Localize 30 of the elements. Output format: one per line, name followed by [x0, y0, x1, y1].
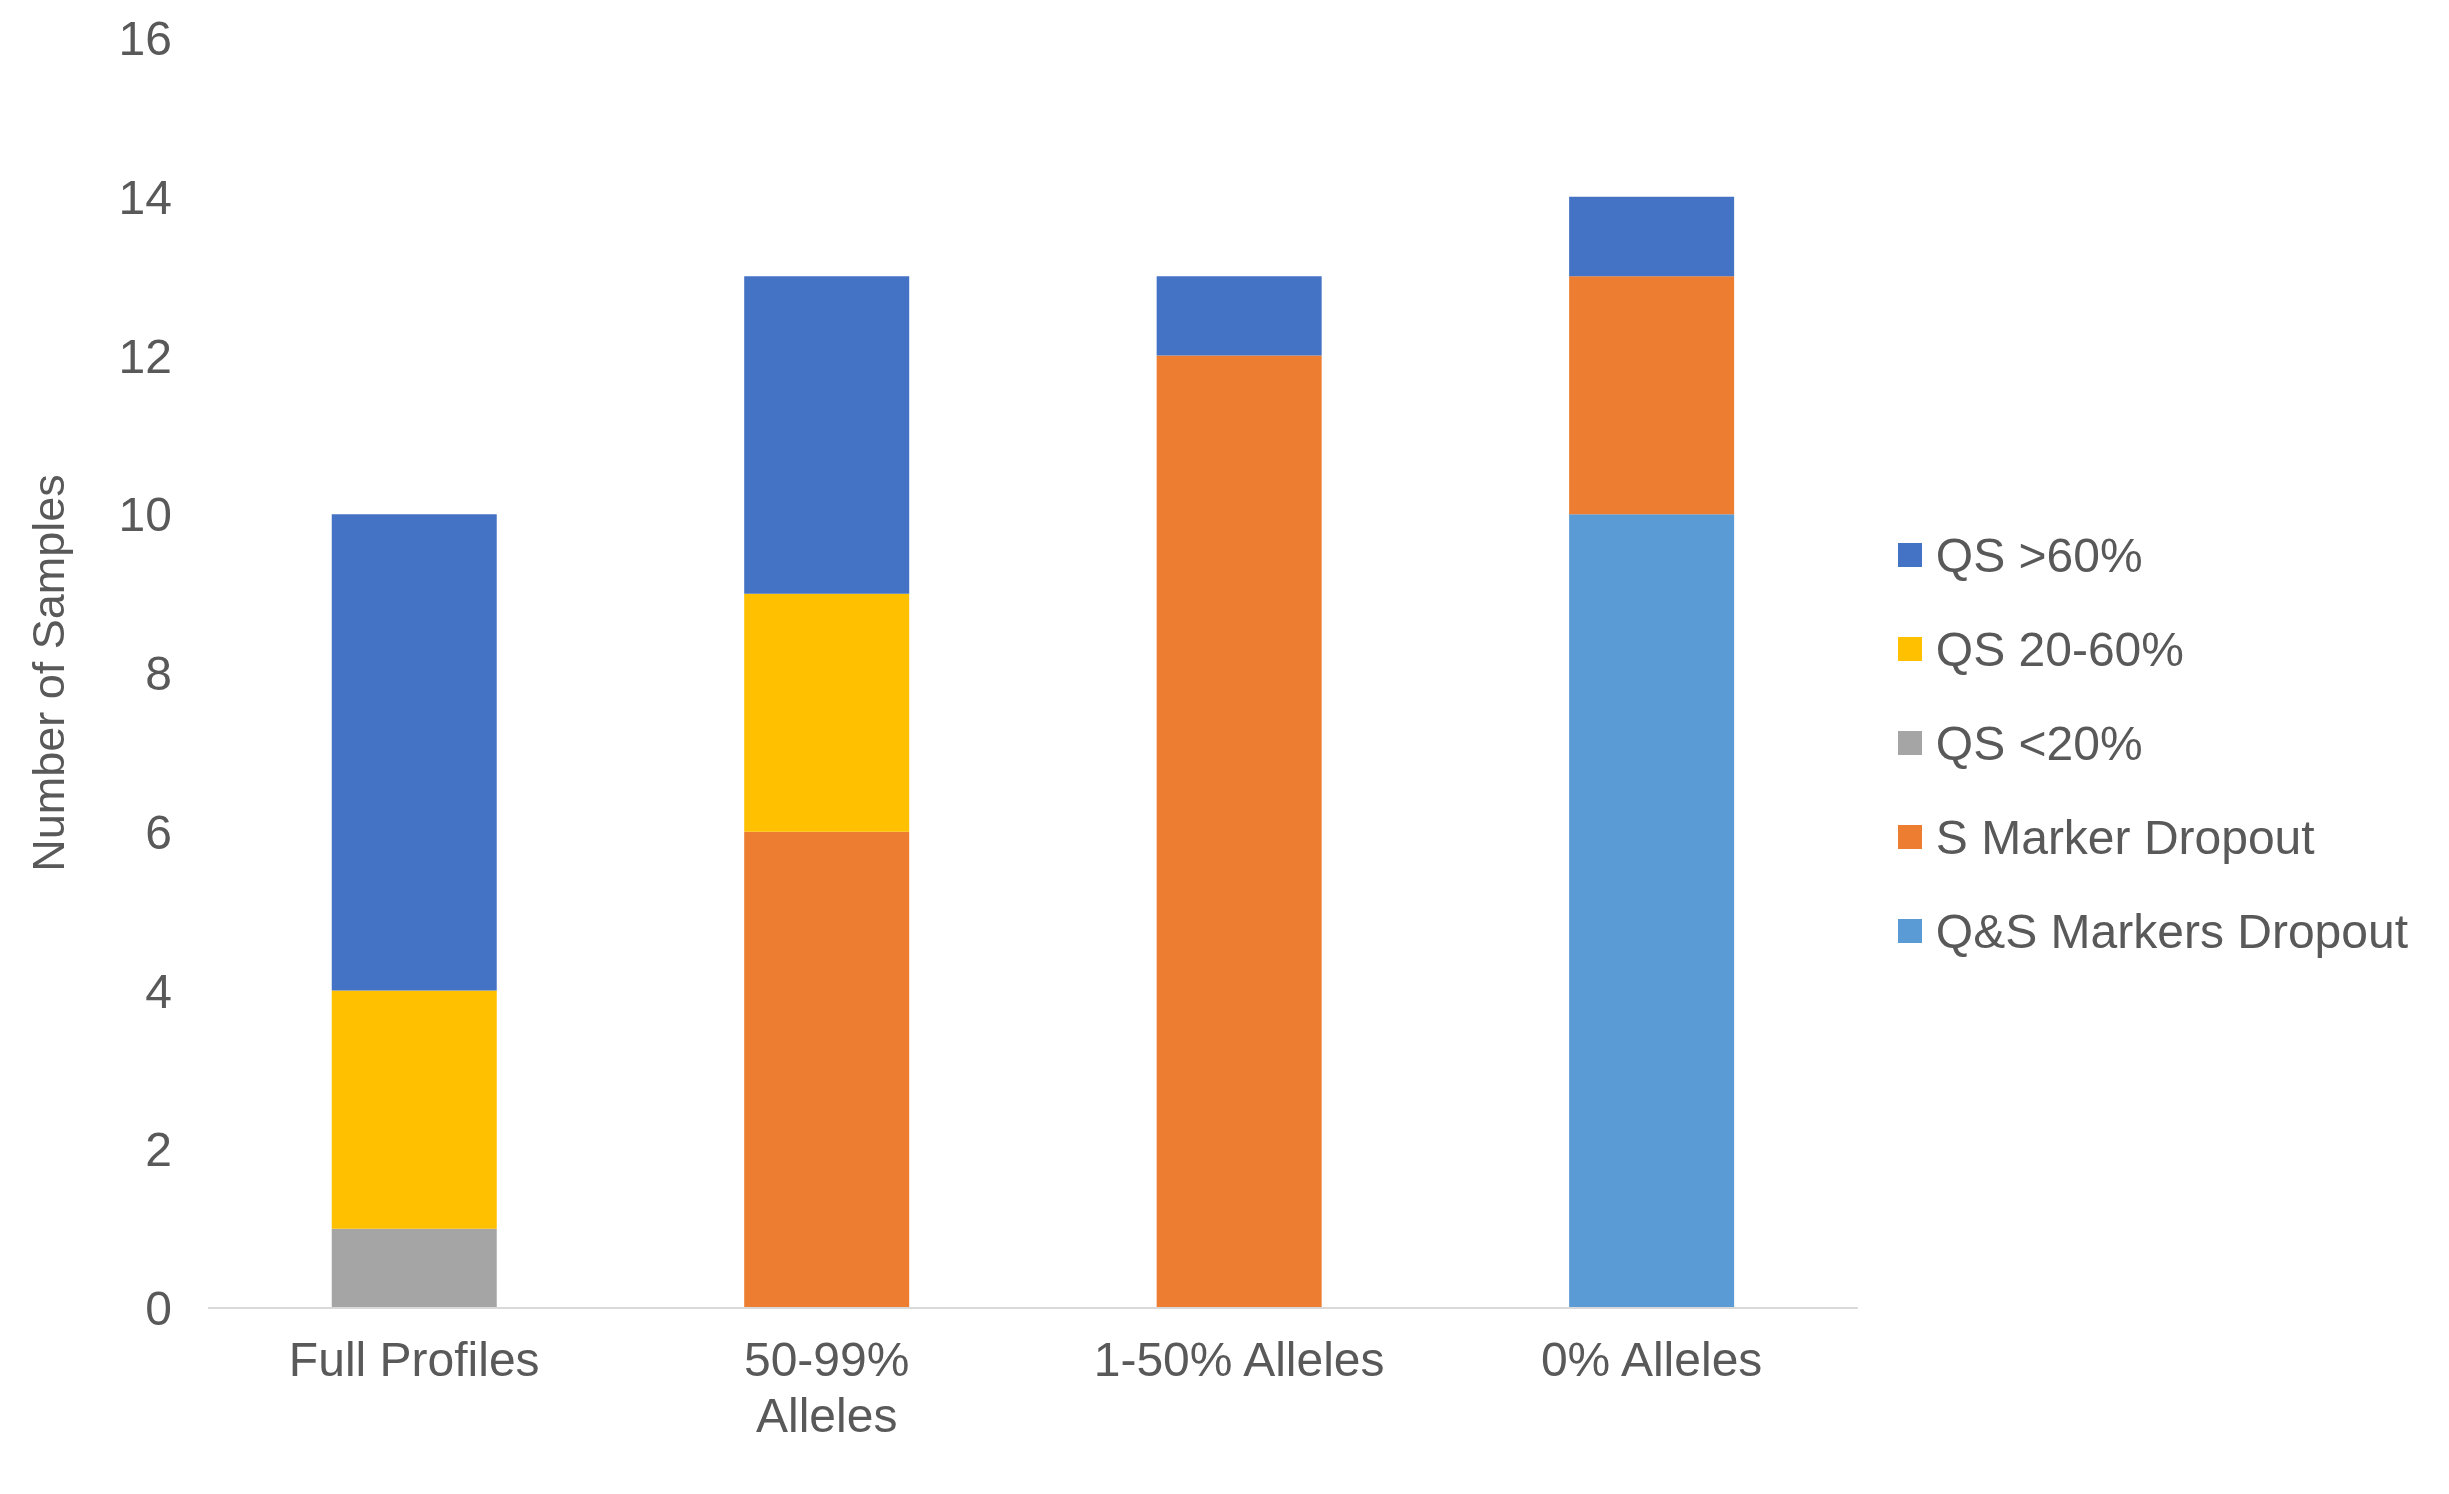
- y-tick-label: 6: [145, 805, 172, 859]
- y-tick-label: 14: [118, 170, 172, 224]
- bar: [331, 514, 497, 991]
- bar: [744, 831, 910, 1308]
- y-axis-title: Number of Samples: [22, 474, 74, 872]
- x-tick-label: 1-50% Alleles: [1093, 1333, 1385, 1386]
- bar: [744, 593, 910, 832]
- bar: [1569, 514, 1735, 1308]
- x-tick-label: 50-99% Alleles: [743, 1333, 910, 1442]
- y-tick-label: 16: [118, 12, 172, 66]
- bar: [1569, 196, 1735, 277]
- y-tick-label: 10: [118, 488, 172, 542]
- y-tick-label: 0: [145, 1282, 172, 1336]
- x-tick-label: Full Profiles: [288, 1333, 540, 1386]
- legend-label: QS 20-60%: [1935, 621, 2184, 677]
- legend-label: Q&S Markers Dropout: [1935, 903, 2408, 959]
- bar: [331, 990, 497, 1229]
- y-tick-label: 8: [145, 647, 172, 701]
- legend-label: S Marker Dropout: [1935, 809, 2315, 865]
- x-tick-label: 0% Alleles: [1540, 1333, 1763, 1386]
- y-tick-label: 2: [145, 1123, 172, 1177]
- bar: [331, 1228, 497, 1308]
- bar: [1156, 276, 1322, 356]
- bar: [1569, 276, 1735, 515]
- legend-label: QS >60%: [1935, 527, 2143, 583]
- y-tick-label: 12: [118, 329, 172, 383]
- bar: [744, 276, 910, 594]
- bar: [1156, 355, 1322, 1308]
- y-tick-label: 4: [145, 964, 172, 1018]
- legend-label: QS <20%: [1935, 715, 2143, 771]
